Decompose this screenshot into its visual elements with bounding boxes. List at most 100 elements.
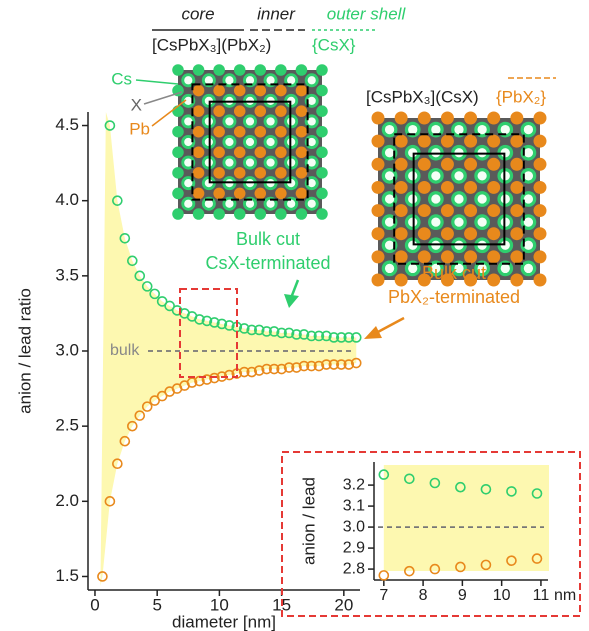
x-tick-label: 10	[493, 587, 511, 604]
site	[275, 208, 287, 220]
cs-site	[244, 116, 255, 127]
site	[234, 188, 246, 200]
y-tick-label: 4.0	[55, 190, 79, 209]
y-tick-label: 1.5	[55, 566, 79, 585]
site	[487, 158, 500, 171]
site	[372, 135, 385, 148]
cs-site	[224, 157, 235, 168]
outer-shell-label: outer shell	[327, 4, 407, 23]
site	[534, 250, 547, 263]
y-tick-label: 4.5	[55, 115, 79, 134]
green-cut-label: Bulk cut	[236, 229, 300, 249]
x-axis-label: diameter [nm]	[172, 612, 276, 631]
site	[510, 135, 523, 148]
y-axis-label: anion / lead ratio	[15, 288, 34, 414]
left-shell: {CsX}	[312, 35, 356, 54]
x-tick-label: 7	[379, 587, 388, 604]
site	[487, 250, 500, 263]
site	[255, 167, 267, 179]
site	[464, 181, 477, 194]
site	[213, 208, 225, 220]
site	[316, 208, 328, 220]
x-label: X	[131, 95, 142, 114]
site	[418, 135, 431, 148]
site	[372, 158, 385, 171]
site	[296, 208, 308, 220]
cs-site	[453, 193, 465, 205]
inner-label: inner	[257, 4, 296, 23]
site	[234, 167, 246, 179]
site	[255, 147, 267, 159]
x-tick-label: 20	[334, 595, 353, 614]
pb-label: Pb	[129, 119, 150, 138]
y-tick-label: 2.5	[55, 416, 79, 435]
site	[372, 227, 385, 240]
site	[464, 204, 477, 217]
cs-site	[224, 116, 235, 127]
cs-site	[476, 193, 488, 205]
site	[316, 85, 328, 97]
site	[510, 227, 523, 240]
site	[441, 181, 454, 194]
site	[213, 85, 225, 97]
site	[255, 64, 267, 76]
cs-label: Cs	[111, 69, 132, 88]
cs-site	[265, 136, 276, 147]
x-tick-label: 8	[419, 587, 428, 604]
site	[316, 126, 328, 138]
cs-site	[430, 216, 442, 228]
site	[534, 204, 547, 217]
site	[395, 274, 408, 287]
site	[395, 204, 408, 217]
cs-site	[383, 262, 395, 274]
cs-site	[265, 157, 276, 168]
site	[316, 64, 328, 76]
site	[487, 181, 500, 194]
y-tick-label: 3.1	[343, 497, 365, 514]
site	[213, 147, 225, 159]
site	[464, 135, 477, 148]
site	[487, 227, 500, 240]
site	[441, 112, 454, 125]
x-axis-label: nm	[554, 587, 576, 604]
site	[234, 105, 246, 117]
site	[441, 250, 454, 263]
site	[395, 227, 408, 240]
site	[172, 105, 184, 117]
site	[441, 158, 454, 171]
site	[213, 64, 225, 76]
site	[395, 112, 408, 125]
cs-site	[244, 136, 255, 147]
site	[234, 147, 246, 159]
site	[487, 204, 500, 217]
x-tick-label: 0	[90, 595, 99, 614]
y-tick-label: 2.8	[343, 560, 365, 577]
site	[275, 147, 287, 159]
site	[296, 126, 308, 138]
cs-site	[453, 216, 465, 228]
site	[296, 188, 308, 200]
x-tick-label: 11	[533, 587, 550, 604]
site	[487, 112, 500, 125]
site	[510, 181, 523, 194]
site	[234, 208, 246, 220]
site	[418, 204, 431, 217]
site	[534, 135, 547, 148]
site	[213, 167, 225, 179]
site	[418, 112, 431, 125]
site	[464, 158, 477, 171]
y-tick-label: 3.0	[55, 340, 79, 359]
site	[487, 135, 500, 148]
site	[510, 274, 523, 287]
site	[193, 188, 205, 200]
site	[172, 208, 184, 220]
site	[372, 204, 385, 217]
figure: core inner outer shell [CsPbX₃](PbX₂) {C…	[0, 0, 589, 631]
bulk-label: bulk	[110, 342, 140, 359]
site	[275, 188, 287, 200]
cs-site	[265, 116, 276, 127]
core-label: core	[181, 4, 214, 23]
shaded-region	[384, 465, 549, 571]
site	[193, 64, 205, 76]
site	[395, 158, 408, 171]
